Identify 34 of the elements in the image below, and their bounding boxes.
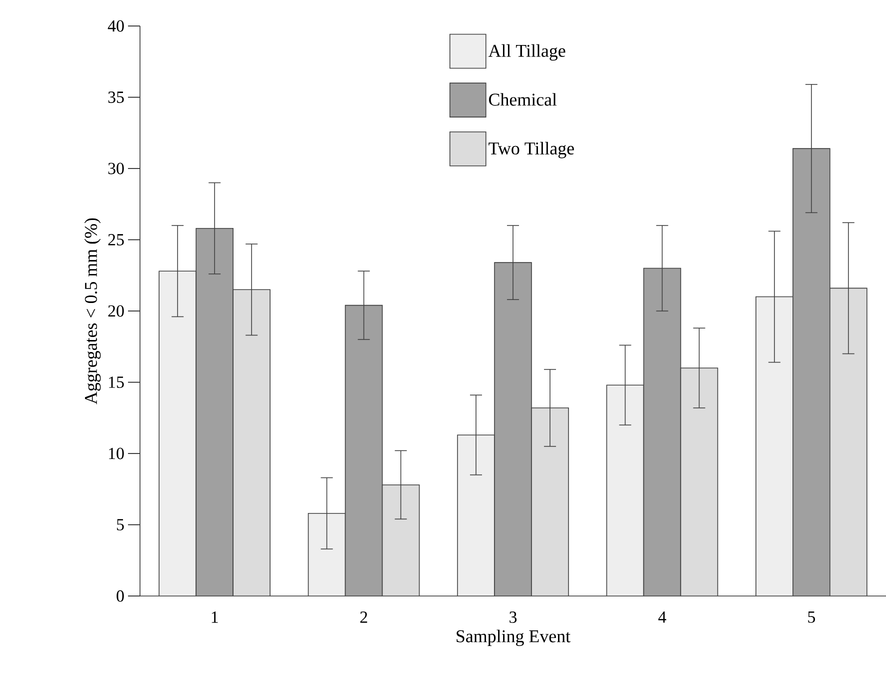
- bar: [457, 434, 495, 596]
- bar: [158, 270, 196, 596]
- y-tick-label: 5: [116, 519, 124, 530]
- bar: [792, 148, 830, 596]
- x-tick-label: 2: [360, 612, 368, 623]
- bar: [830, 288, 868, 596]
- x-tick-label: 4: [658, 612, 666, 623]
- y-tick-label: 10: [109, 448, 124, 460]
- bar: [308, 512, 346, 596]
- bar: [494, 262, 532, 596]
- bar: [606, 384, 644, 596]
- bar: [680, 368, 718, 596]
- x-axis-title: Sampling Event: [456, 630, 570, 646]
- y-tick-label: 0: [116, 590, 124, 602]
- y-tick-label: 30: [108, 162, 124, 174]
- bar: [756, 296, 794, 596]
- y-tick-label: 15: [109, 376, 124, 388]
- y-tick-label: 40: [108, 20, 124, 32]
- x-tick-label: 1: [212, 612, 218, 623]
- y-tick-label: 35: [108, 92, 124, 103]
- bar: [196, 228, 234, 596]
- y-axis-title: Aggregates < 0.5 mm (%): [84, 218, 101, 404]
- bar: [232, 289, 270, 596]
- x-tick-label: 5: [808, 612, 815, 623]
- legend-label: Chemical: [489, 93, 557, 106]
- y-tick-label: 25: [108, 234, 124, 246]
- bar: [643, 268, 682, 596]
- bar: [531, 408, 569, 596]
- bar: [382, 484, 420, 596]
- y-tick-label: 20: [108, 305, 124, 317]
- bar: [344, 304, 383, 596]
- legend-label: Two Tillage: [488, 142, 574, 158]
- x-tick-label: 3: [510, 612, 517, 623]
- legend-label: All Tillage: [488, 44, 566, 61]
